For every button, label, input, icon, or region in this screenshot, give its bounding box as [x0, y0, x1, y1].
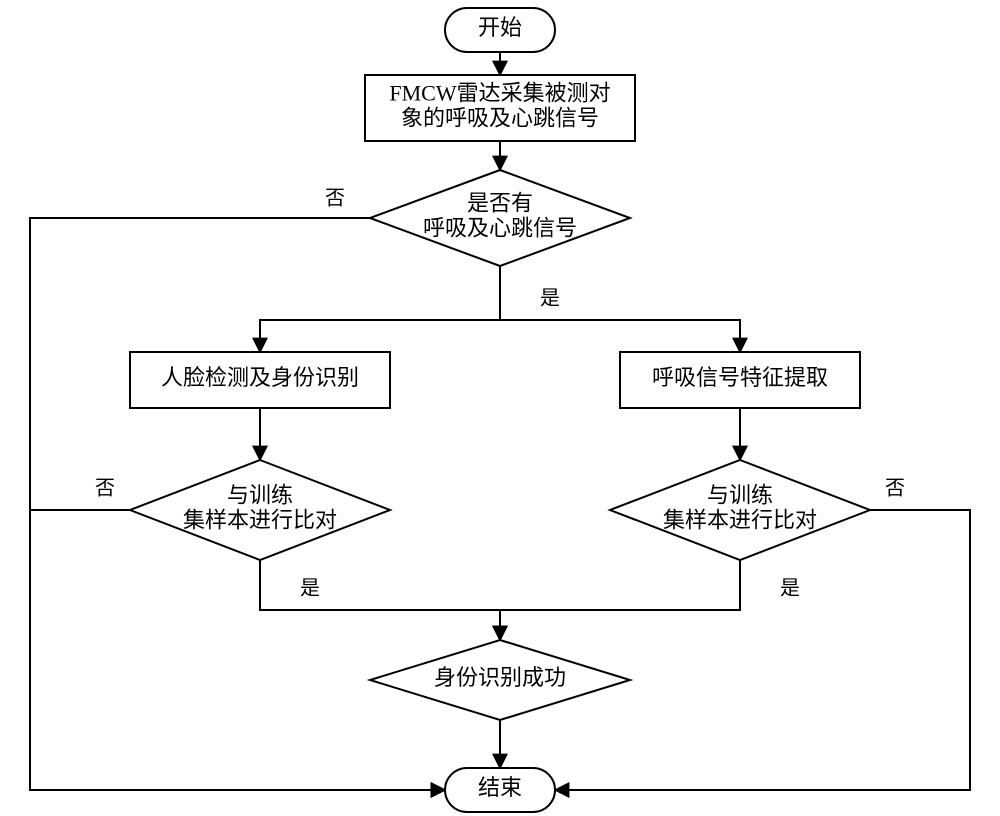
node-hasSig-label: 呼吸及心跳信号 [423, 216, 577, 241]
node-start-label: 开始 [478, 15, 522, 40]
node-cmpL: 与训练集样本进行比对 [130, 460, 390, 560]
node-cmpL-label: 集样本进行比对 [183, 508, 337, 533]
edge-10-label: 是 [780, 578, 800, 600]
node-hasSig-label: 是否有 [467, 190, 533, 215]
node-end: 结束 [445, 768, 555, 812]
edge-3-label: 是 [540, 288, 560, 310]
node-cmpL-label: 与训练 [227, 482, 293, 507]
edge-9-label: 是 [300, 578, 320, 600]
flowchart: 开始FMCW雷达采集被测对象的呼吸及心跳信号是否有呼吸及心跳信号人脸检测及身份识… [0, 0, 1000, 816]
node-hasSig: 是否有呼吸及心跳信号 [370, 170, 630, 266]
node-cmpR: 与训练集样本进行比对 [610, 460, 870, 560]
node-resp-label: 呼吸信号特征提取 [652, 365, 828, 390]
node-start: 开始 [445, 8, 555, 52]
node-resp: 呼吸信号特征提取 [620, 352, 860, 408]
node-success-label: 身份识别成功 [434, 665, 566, 690]
node-end-label: 结束 [478, 775, 522, 800]
edge-9 [260, 560, 500, 640]
node-cmpR-label: 集样本进行比对 [663, 508, 817, 533]
node-acquire: FMCW雷达采集被测对象的呼吸及心跳信号 [365, 75, 635, 141]
node-face-label: 人脸检测及身份识别 [161, 365, 359, 390]
edge-2-label: 否 [325, 188, 345, 210]
edge-3 [260, 266, 500, 352]
node-acquire-label: FMCW雷达采集被测对 [389, 80, 610, 105]
edge-7-label: 否 [95, 478, 115, 500]
node-success: 身份识别成功 [370, 640, 630, 720]
edge-4 [500, 266, 740, 352]
node-acquire-label: 象的呼吸及心跳信号 [401, 106, 599, 131]
edge-10 [500, 560, 740, 640]
edge-8-label: 否 [885, 478, 905, 500]
node-face: 人脸检测及身份识别 [130, 352, 390, 408]
node-cmpR-label: 与训练 [707, 482, 773, 507]
